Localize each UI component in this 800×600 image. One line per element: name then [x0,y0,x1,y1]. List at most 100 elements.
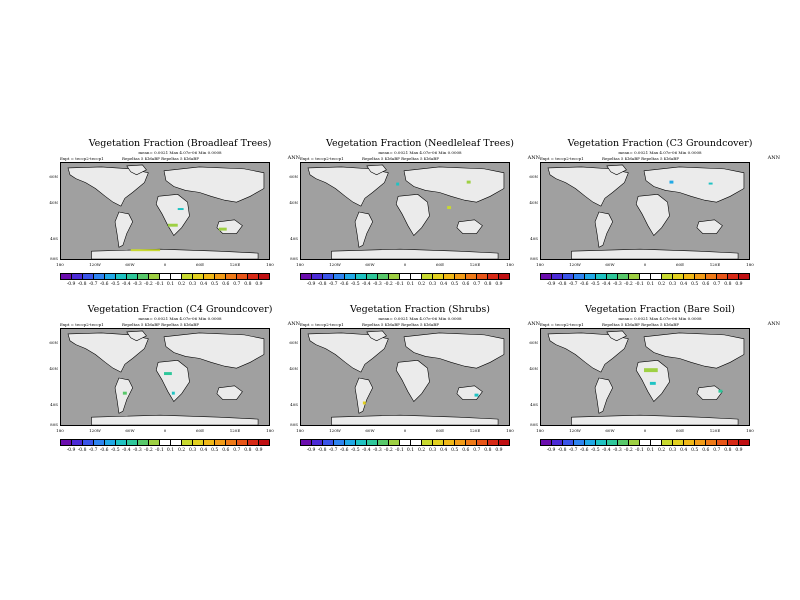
colorbar-tick-label: 0.8 [244,282,252,287]
lon-label: 180 [506,262,514,267]
colorbar-swatch [215,440,226,445]
colorbar-swatch [301,440,312,445]
lon-label: 0 [403,428,407,433]
colorbar [60,273,270,280]
colorbar-tick-label: -0.2 [144,282,153,287]
colorbar-tick-label: -0.1 [155,282,164,287]
map-svg [307,330,505,425]
map-panel-bare-soil: Vegetation Fraction (Bare Soil) mean= 0.… [529,304,780,464]
land-mass [395,194,430,236]
lon-label: 180 [536,428,544,433]
lon-label: 120E [229,262,241,267]
colorbar-swatch [237,274,248,279]
anomaly-patch [669,180,674,184]
map-panel-c3: Vegetation Fraction (C3 Groundcover) mea… [529,138,780,298]
colorbar-swatch [552,274,563,279]
colorbar-tick-label: -0.7 [328,282,338,287]
colorbar-swatch [248,440,259,445]
anomaly-patch [177,208,184,211]
colorbar-swatch [312,274,323,279]
panel-season: ANN [767,321,780,327]
lon-label: 60E [195,262,204,267]
colorbar-swatch [83,440,94,445]
lon-label: 120W [569,428,581,433]
land-mass [643,166,745,203]
land-mass [366,164,387,176]
colorbar-tick-label: -0.5 [110,282,120,287]
lon-label: 180 [296,428,304,433]
colorbar-swatch [422,274,433,279]
colorbar-swatch [488,274,499,279]
lon-label: 180 [296,262,304,267]
panel-season: ANN [527,155,540,161]
colorbar-swatch [389,440,400,445]
lon-label: 180 [536,262,544,267]
colorbar-tick-label: 0.7 [233,448,241,453]
colorbar [60,439,270,446]
colorbar-tick-label: 0.8 [724,448,732,453]
colorbar-swatch [673,440,684,445]
land-mass [635,360,670,402]
colorbar-swatch [662,440,673,445]
panel-repl: Repeltas 5 KMaBP Repeltas 5 KMaBP [122,156,199,161]
anomaly-patch [474,393,479,397]
panel-title: Vegetation Fraction (Needleleaf Trees) [326,138,514,149]
lon-label: 180 [746,262,754,267]
colorbar-swatch [204,440,215,445]
panel-stats: mean= 0.0021 Max 4.07e-06 Min 0.0008 [378,316,462,321]
colorbar-swatch [607,274,618,279]
colorbar-tick-label: 0.6 [702,448,710,453]
colorbar-swatch [455,274,466,279]
colorbar-tick-label: 0.1 [646,282,655,287]
world-map [60,328,270,426]
lon-label: 60E [675,262,684,267]
colorbar-tick-label: -0.4 [121,282,131,287]
colorbar-tick-label: -0.6 [339,448,349,453]
colorbar-swatch [182,440,193,445]
colorbar-tick-label: 0.2 [177,448,186,453]
colorbar-tick-label: -0.2 [384,448,393,453]
land-mass [606,164,627,176]
colorbar-swatch [629,440,640,445]
colorbar-swatch [563,440,574,445]
panel-stats: mean= 0.0021 Max 4.07e-06 Min 0.0008 [378,150,462,155]
land-mass [163,166,265,203]
lon-label: 60W [605,428,615,433]
panel-stats: mean= 0.0021 Max 4.07e-06 Min 0.0008 [618,150,702,155]
lon-label: 120E [709,428,721,433]
colorbar-tick-label: 0.4 [440,282,448,287]
land-mass [696,385,723,400]
lon-label: 60W [605,262,615,267]
lat-label: 60N [49,174,58,179]
lon-label: 120E [469,428,481,433]
world-map [300,162,510,260]
colorbar-swatch [552,440,563,445]
panel-expt: Expt = teccp2-teccp1 [300,322,344,327]
panel-expt: Expt = teccp2-teccp1 [540,322,584,327]
lon-label: 120W [89,262,101,267]
anomaly-patch [164,372,172,376]
colorbar-swatch [618,440,629,445]
land-mass [155,360,190,402]
colorbar-tick-label: 0.3 [189,282,197,287]
colorbar-tick-label: -0.8 [557,282,567,287]
map-panel-c4: Vegetation Fraction (C4 Groundcover) mea… [49,304,300,464]
colorbar-swatch [706,274,717,279]
land-mass [331,248,499,259]
colorbar-swatch [455,440,466,445]
land-mass [331,414,499,425]
colorbar-tick-label: 0.7 [713,282,721,287]
panel-expt: Expt = teccp2-teccp1 [300,156,344,161]
map-svg [67,330,265,425]
anomaly-patch [447,206,452,210]
colorbar-swatch [596,440,607,445]
lat-label: 80S [530,422,538,427]
colorbar-swatch [149,440,160,445]
colorbar-tick-label: -0.9 [66,282,76,287]
colorbar-tick-label: 0.1 [166,282,175,287]
lon-label: 180 [266,262,274,267]
colorbar [300,273,510,280]
colorbar-tick-label: -0.3 [133,282,142,287]
colorbar-tick-label: 0.9 [255,282,263,287]
colorbar-swatch [499,440,509,445]
